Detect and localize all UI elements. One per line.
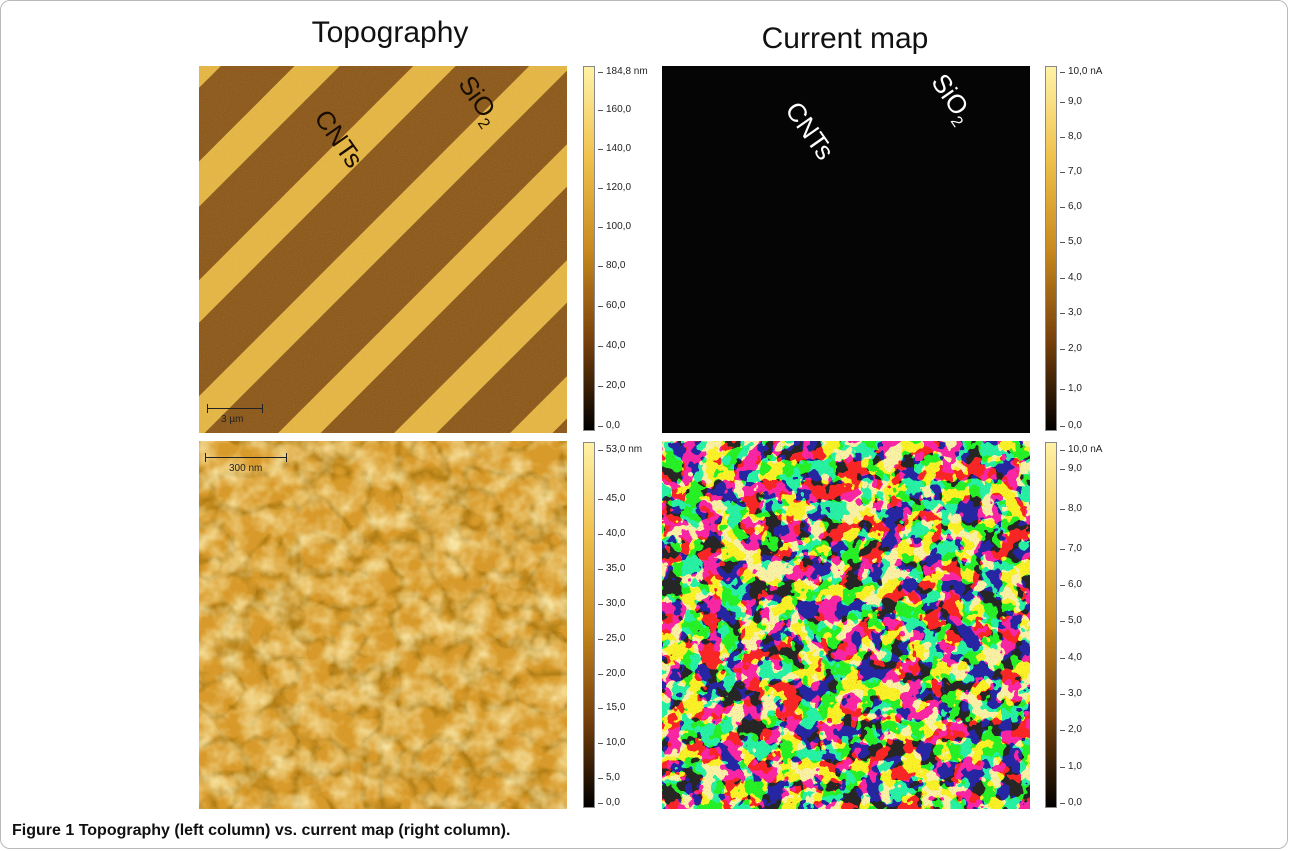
colorbar-current-bottom — [1045, 442, 1057, 808]
tick: 30,0 — [597, 598, 626, 609]
tick: 40,0 — [597, 528, 626, 539]
tick: 2,0 — [1060, 724, 1082, 735]
tick: 0,0 — [598, 797, 620, 808]
tick: 6,0 — [1060, 201, 1082, 212]
topography-panel-top: CNTs SiO2 3 µm — [199, 66, 567, 433]
tick: 2,0 — [1060, 343, 1082, 354]
tick: 25,0 — [597, 633, 626, 644]
column-title-current-map: Current map — [761, 22, 929, 55]
tick: 5,0 — [1060, 236, 1082, 247]
scalebar-top — [207, 404, 263, 413]
tick: 100,0 — [597, 221, 632, 232]
tick: 40,0 — [597, 340, 626, 351]
tick: 0,0 — [598, 420, 620, 431]
tick: 8,0 — [1060, 131, 1082, 142]
tick: 0,0 — [1060, 797, 1082, 808]
tick: 5,0 — [598, 772, 620, 783]
tick: 35,0 — [597, 563, 626, 574]
tick: 9,0 — [1060, 96, 1082, 107]
scalebar-bottom-label: 300 nm — [229, 463, 263, 474]
current-map-detail-image — [662, 441, 1030, 809]
figure-label: Figure 1 — [12, 822, 75, 839]
tick: 0,0 — [1060, 420, 1082, 431]
scalebar-top-label: 3 µm — [221, 414, 244, 425]
figure-caption-text: Topography (left column) vs. current map… — [78, 822, 511, 839]
tick: 4,0 — [1060, 272, 1082, 283]
tick: 10,0 nA — [1059, 66, 1103, 77]
tick: 45,0 — [597, 493, 626, 504]
tick: 3,0 — [1060, 688, 1082, 699]
tick: 120,0 — [597, 182, 632, 193]
tick: 9,0 — [1060, 463, 1082, 474]
tick: 140,0 — [597, 143, 632, 154]
tick: 15,0 — [597, 702, 626, 713]
tick: 8,0 — [1060, 503, 1082, 514]
tick: 10,0 nA — [1059, 444, 1103, 455]
topography-stripes-image — [199, 66, 567, 433]
tick: 6,0 — [1060, 579, 1082, 590]
tick: 5,0 — [1060, 615, 1082, 626]
topography-panel-bottom: 300 nm — [199, 441, 567, 809]
figure-caption: Figure 1 Topography (left column) vs. cu… — [12, 822, 510, 840]
tick: 20,0 — [597, 380, 626, 391]
current-map-stripes-image — [662, 66, 1030, 433]
tick: 160,0 — [597, 104, 632, 115]
scalebar-bottom — [205, 453, 287, 462]
tick: 53,0 nm — [597, 444, 643, 455]
column-title-topography: Topography — [311, 16, 469, 49]
tick: 1,0 — [1060, 761, 1082, 772]
tick: 184,8 nm — [598, 66, 648, 77]
tick: 60,0 — [597, 300, 626, 311]
current-map-panel-top: CNTs SiO2 — [662, 66, 1030, 433]
tick: 3,0 — [1060, 307, 1082, 318]
tick: 80,0 — [597, 260, 626, 271]
topography-detail-image — [199, 441, 567, 809]
tick: 7,0 — [1060, 166, 1082, 177]
current-map-panel-bottom — [662, 441, 1030, 809]
tick: 7,0 — [1060, 543, 1082, 554]
tick: 1,0 — [1060, 383, 1082, 394]
tick: 4,0 — [1060, 652, 1082, 663]
colorbar-topography-top — [583, 66, 595, 431]
colorbar-topography-bottom — [583, 442, 595, 808]
tick: 10,0 — [597, 737, 626, 748]
colorbar-current-top — [1045, 66, 1057, 431]
tick: 20,0 — [597, 668, 626, 679]
